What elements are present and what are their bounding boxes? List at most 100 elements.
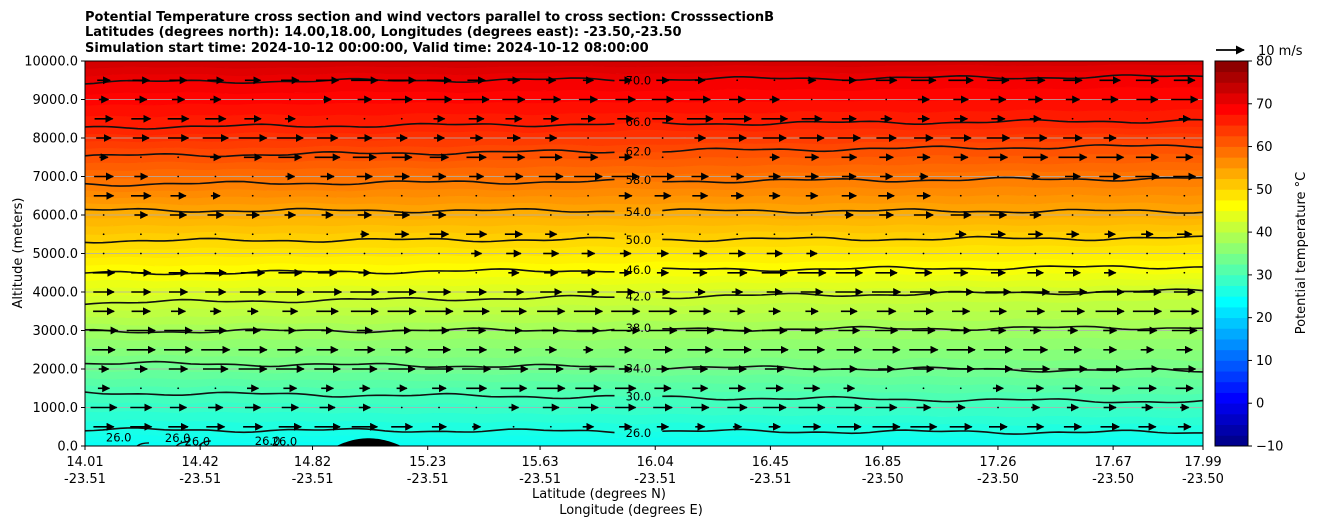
x-axis: 14.01 -23.51 14.42 -23.51 14.82 -23.51 15.23 -2… (64, 446, 1224, 487)
colorbar-band (1215, 360, 1248, 372)
wind-vector (400, 406, 403, 409)
x-tick-label-lon: -23.50 (977, 472, 1019, 487)
surface-contour-loop (175, 441, 189, 446)
wind-vector (326, 233, 329, 236)
wind-vector (773, 214, 776, 216)
wind-vector (736, 214, 739, 216)
wind-vector (1108, 117, 1111, 120)
surface-contour-label: 26.0 (165, 431, 191, 445)
y-tick-label: 8000.0 (33, 132, 79, 147)
colorbar-band (1215, 242, 1248, 254)
colorbar-tick-label: 0 (1256, 397, 1264, 412)
y-tick-label: 1000.0 (33, 401, 79, 416)
wind-vector (549, 194, 552, 197)
surface-contour-label: 26.0 (255, 434, 281, 448)
wind-vector (1034, 252, 1037, 255)
wind-vector (624, 214, 627, 216)
x-tick-label-lon: -23.51 (179, 472, 221, 487)
x-tick-label-lat: 16.85 (864, 455, 901, 470)
wind-vector (1146, 214, 1148, 216)
x-axis-label-lon: Longitude (degrees E) (559, 503, 703, 518)
colorbar-tick-label: −10 (1256, 440, 1283, 455)
contour-line (85, 122, 615, 130)
wind-vector (326, 194, 329, 197)
wind-vector (1183, 271, 1186, 274)
colorbar-band (1215, 296, 1248, 308)
wind-vector (1146, 252, 1148, 255)
wind-vector (997, 175, 999, 178)
x-tick-label-lon: -23.51 (64, 472, 106, 487)
colorbar-band (1215, 114, 1248, 126)
colorbar-tick-label: 30 (1256, 268, 1273, 283)
colorbar-band (1215, 392, 1248, 404)
colorbar-band (1215, 135, 1248, 147)
contour-labels: 26.0 30.0 34.0 38.0 42.0 46.0 50.0 54.0 58.0 62.0… (106, 74, 651, 449)
chart-title: Potential Temperature cross section and … (85, 10, 774, 56)
x-tick-label-lon: -23.50 (862, 472, 904, 487)
wind-vector (848, 233, 850, 236)
wind-vector (177, 156, 180, 159)
wind-vector (289, 98, 291, 101)
contour-line (85, 294, 615, 306)
x-tick-label-lat: 15.63 (521, 455, 558, 470)
wind-vector (475, 271, 478, 274)
contour-label: 38.0 (626, 321, 652, 335)
wind-vector (289, 194, 291, 197)
x-tick-label-lat: 14.42 (182, 455, 219, 470)
y-tick-label: 10000.0 (24, 55, 78, 70)
wind-vector (400, 194, 403, 197)
wind-vector (624, 137, 627, 139)
wind-vector (251, 233, 254, 236)
colorbar-band (1215, 157, 1248, 169)
wind-key: 10 m/s (1216, 44, 1303, 59)
wind-vector (251, 252, 254, 255)
wind-vector (885, 252, 888, 255)
wind-vector (997, 406, 999, 409)
wind-vector (251, 98, 254, 101)
wind-vector (140, 252, 142, 255)
wind-vector (810, 214, 813, 216)
colorbar-band (1215, 146, 1248, 158)
wind-vector (959, 194, 962, 197)
wind-vector (773, 79, 776, 82)
wind-vector (438, 271, 440, 274)
wind-vector (251, 194, 254, 197)
wind-vector (922, 252, 925, 255)
wind-vector (1146, 194, 1148, 197)
colorbar-frame (1214, 60, 1249, 447)
colorbar-band (1215, 317, 1248, 329)
surface-contour-label: 26.0 (106, 430, 132, 444)
contour-label: 66.0 (626, 115, 652, 129)
wind-vector (810, 98, 813, 101)
contour-line (85, 391, 615, 400)
wind-vector (549, 214, 552, 216)
colorbar-band (1215, 103, 1248, 115)
wind-vector (289, 233, 291, 236)
colorbar-band (1215, 285, 1248, 297)
x-tick-label-lat: 17.26 (979, 455, 1016, 470)
wind-vector (326, 252, 329, 255)
wind-vector (1108, 252, 1111, 255)
wind-vector (289, 252, 291, 255)
colorbar-band (1215, 232, 1248, 244)
colorbar-band (1215, 264, 1248, 276)
colorbar-band (1215, 125, 1248, 137)
contour-line (85, 327, 615, 334)
wind-vector (326, 117, 329, 120)
wind-vector (773, 233, 776, 236)
wind-vector (140, 233, 142, 236)
y-axis: 0.0 1000.0 2000.0 3000.0 4000.0 5000.0 6000.0 7… (24, 55, 85, 455)
x-axis-label-lat: Latitude (degrees N) (532, 487, 666, 502)
contour-label: 42.0 (626, 290, 652, 304)
contour-label: 58.0 (626, 173, 652, 187)
colorbar-band (1215, 253, 1248, 265)
colorbar: −10 0 10 20 30 40 50 60 70 80 (1214, 55, 1283, 455)
wind-vector (736, 233, 739, 236)
y-tick-label: 2000.0 (33, 363, 79, 378)
y-tick-label: 6000.0 (33, 209, 79, 224)
wind-vector (400, 252, 403, 255)
contour-line (85, 149, 615, 158)
wind-vector (587, 194, 589, 197)
colorbar-band (1215, 93, 1248, 105)
colorbar-band (1215, 435, 1248, 447)
